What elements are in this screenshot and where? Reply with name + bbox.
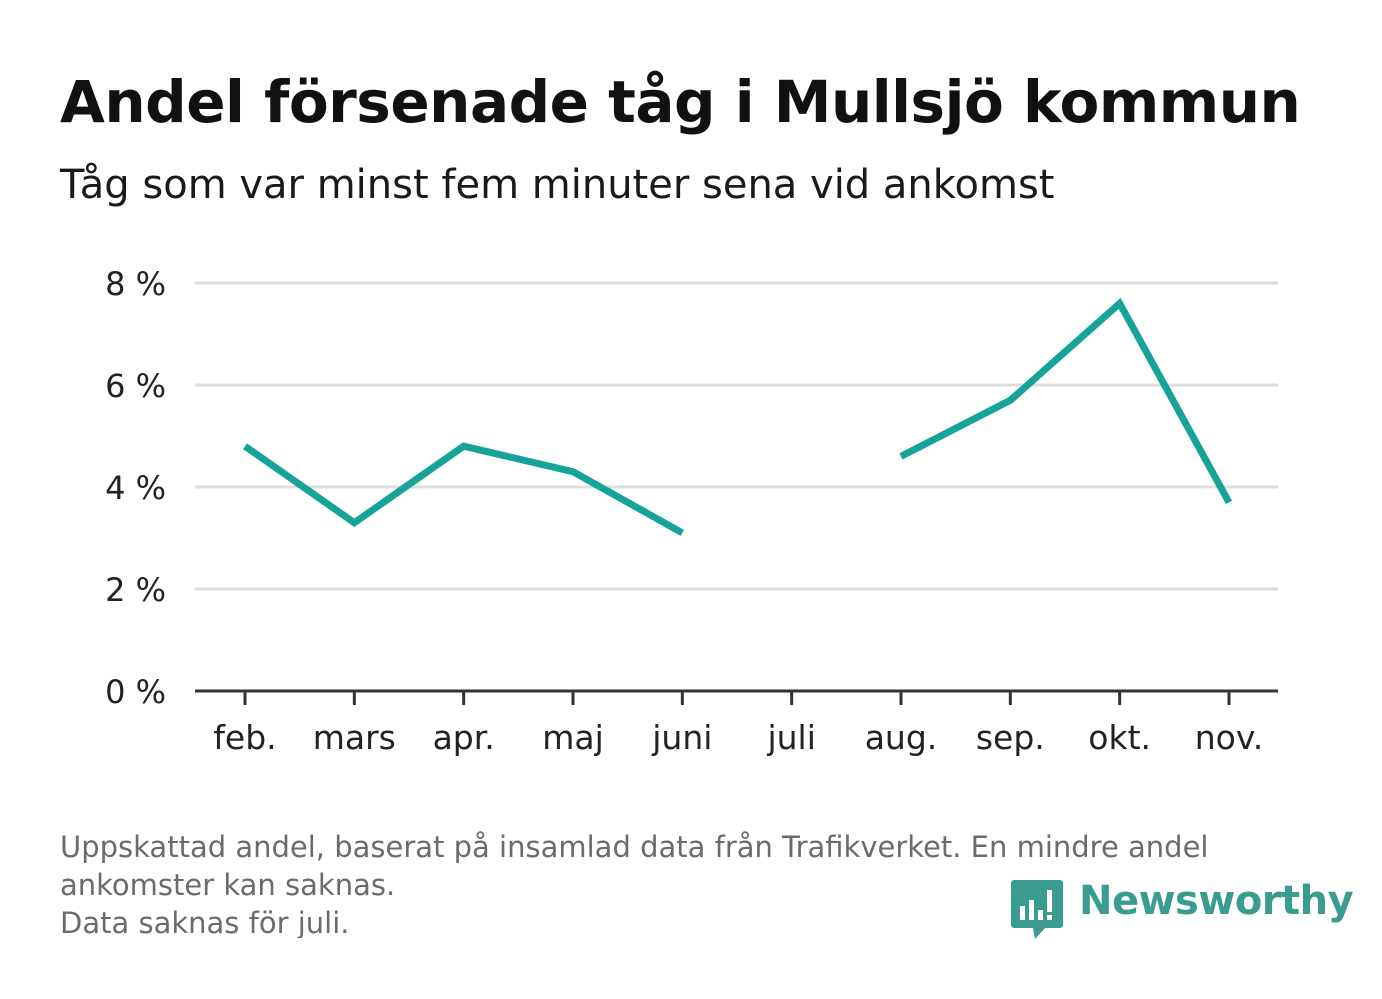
footnote-line-3: Data saknas för juli. bbox=[60, 906, 350, 938]
footnote-line-2: ankomster kan saknas. bbox=[60, 868, 396, 902]
chart-title: Andel försenade tåg i Mullsjö kommun bbox=[60, 68, 1301, 136]
x-tick-label: mars bbox=[313, 718, 396, 757]
y-tick-label: 4 % bbox=[105, 469, 166, 507]
x-tick-label: apr. bbox=[433, 718, 495, 757]
x-tick-label: nov. bbox=[1195, 718, 1264, 757]
y-tick-label: 2 % bbox=[105, 571, 166, 609]
y-tick-label: 0 % bbox=[105, 673, 166, 711]
chart-subtitle: Tåg som var minst fem minuter sena vid a… bbox=[60, 162, 1055, 208]
footnote-line-1: Uppskattad andel, baserat på insamlad da… bbox=[60, 830, 1209, 864]
x-tick-label: aug. bbox=[865, 718, 938, 757]
bar-chart-speech-bubble-icon bbox=[1011, 880, 1063, 939]
x-axis: feb. mars apr. maj juni juli aug. sep. okt. nov. bbox=[213, 691, 1263, 757]
x-tick-label: maj bbox=[542, 718, 604, 757]
logo-text: Newsworthy bbox=[1079, 878, 1354, 924]
series-lines bbox=[242, 297, 1233, 536]
y-axis: 0 % 2 % 4 % 6 % 8 % bbox=[105, 265, 166, 711]
x-tick-label: juli bbox=[766, 718, 815, 757]
x-tick-label: juni bbox=[651, 718, 712, 757]
x-tick-label: feb. bbox=[213, 718, 276, 757]
x-tick-label: sep. bbox=[976, 718, 1045, 757]
gridlines bbox=[195, 281, 1278, 591]
y-tick-label: 8 % bbox=[105, 265, 166, 303]
x-tick-label: okt. bbox=[1088, 718, 1151, 757]
series-line-segment bbox=[899, 297, 1233, 504]
newsworthy-logo: Newsworthy bbox=[1011, 878, 1354, 944]
series-line-segment bbox=[242, 442, 685, 536]
y-tick-label: 6 % bbox=[105, 367, 166, 405]
